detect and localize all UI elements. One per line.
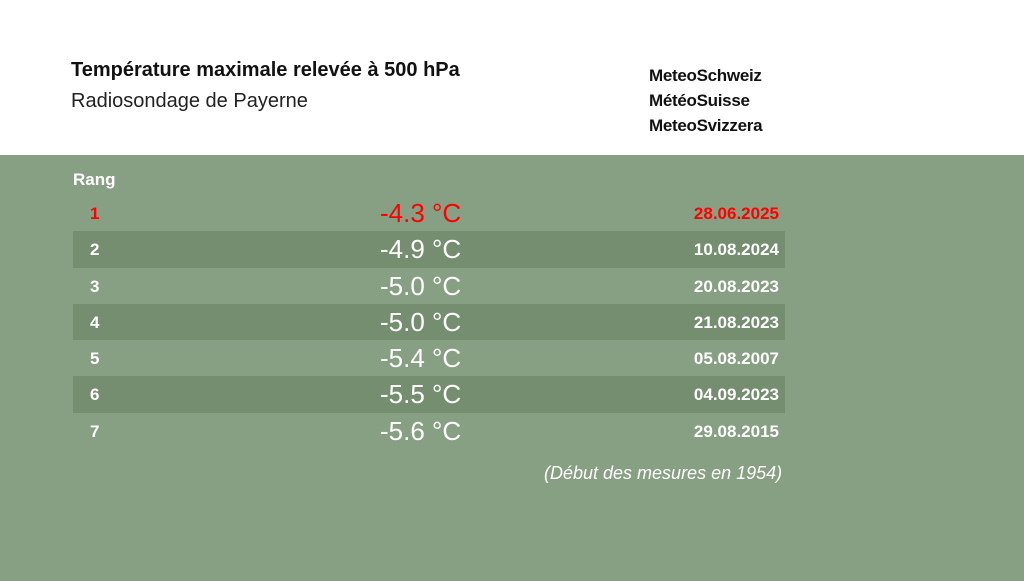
logo-line-de: MeteoSchweiz	[649, 66, 762, 85]
date-value: 05.08.2007	[693, 349, 779, 369]
table-row: 5 -5.4 °C 05.08.2007	[73, 340, 785, 376]
temperature-value: -5.0 °C	[380, 306, 462, 337]
meteoswiss-logo: MeteoSchweiz MétéoSuisse MeteoSvizzera	[649, 63, 763, 138]
date-value: 20.08.2023	[693, 276, 779, 296]
table-row: 1 -4.3 °C 28.06.2025	[73, 195, 785, 231]
ranking-table: 1 -4.3 °C 28.06.2025 2 -4.9 °C 10.08.202…	[73, 195, 785, 449]
date-value: 21.08.2023	[693, 312, 779, 332]
footnote: (Début des mesures en 1954)	[544, 463, 783, 483]
temperature-value: -5.4 °C	[380, 343, 462, 374]
temperature-value: -4.9 °C	[380, 234, 462, 265]
rank-value: 7	[90, 421, 100, 441]
temperature-value: -5.5 °C	[380, 379, 462, 410]
date-value: 10.08.2024	[693, 240, 779, 260]
table-row: 2 -4.9 °C 10.08.2024	[73, 231, 785, 268]
temperature-value: -5.6 °C	[380, 415, 462, 446]
header: Température maximale relevée à 500 hPa R…	[0, 0, 1024, 155]
logo-line-fr: MétéoSuisse	[649, 91, 750, 110]
rank-value: 1	[90, 204, 100, 223]
date-value: 28.06.2025	[693, 204, 779, 223]
table-row: 4 -5.0 °C 21.08.2023	[73, 303, 785, 341]
table-row: 3 -5.0 °C 20.08.2023	[73, 268, 785, 304]
rank-value: 3	[90, 276, 100, 296]
ranking-panel	[0, 155, 1024, 581]
rank-value: 2	[90, 240, 100, 260]
rank-value: 6	[90, 385, 100, 405]
rank-column-header: Rang	[73, 170, 116, 189]
rank-value: 4	[90, 312, 100, 332]
table-row: 7 -5.6 °C 29.08.2015	[73, 413, 785, 449]
temperature-value: -5.0 °C	[380, 270, 462, 301]
logo-line-it: MeteoSvizzera	[649, 116, 763, 135]
date-value: 04.09.2023	[693, 385, 779, 405]
date-value: 29.08.2015	[693, 421, 779, 441]
table-row: 6 -5.5 °C 04.09.2023	[73, 376, 785, 413]
page-subtitle: Radiosondage de Payerne	[71, 90, 308, 112]
page-title: Température maximale relevée à 500 hPa	[71, 59, 460, 81]
rank-value: 5	[90, 349, 100, 369]
temperature-value: -4.3 °C	[380, 198, 462, 228]
